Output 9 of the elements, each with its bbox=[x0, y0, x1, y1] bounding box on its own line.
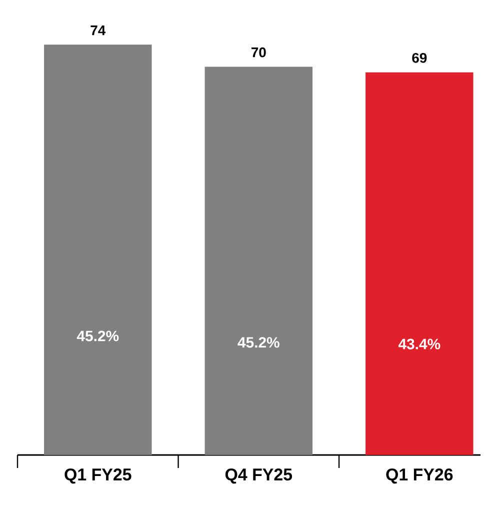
x-tick-label: Q1 FY25 bbox=[64, 468, 132, 484]
annotation: 45.2% bbox=[76, 330, 119, 342]
annotation: 43.4% bbox=[398, 338, 440, 350]
x-tick-label: Q1 FY26 bbox=[386, 468, 453, 484]
data-label: 74 bbox=[90, 26, 106, 36]
annotation: 45.2% bbox=[238, 337, 280, 348]
data-label: 70 bbox=[251, 47, 266, 58]
x-tick-label: Q4 FY25 bbox=[225, 468, 292, 484]
data-label: 69 bbox=[412, 52, 427, 63]
